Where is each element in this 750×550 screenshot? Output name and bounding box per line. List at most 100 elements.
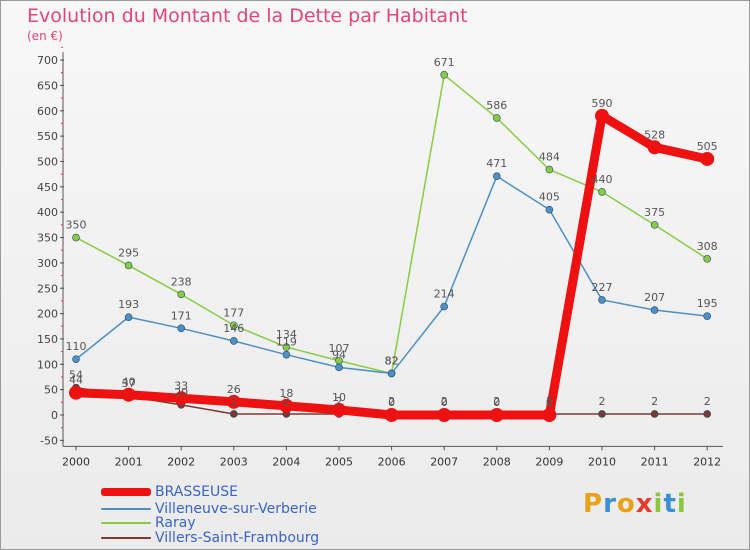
legend-label: BRASSEUSE xyxy=(155,484,238,500)
data-point xyxy=(650,306,659,314)
legend-item-villeneuve-sur-verberie: Villeneuve-sur-Verberie xyxy=(101,501,317,517)
logo-letter: r xyxy=(603,489,617,519)
data-label: 134 xyxy=(276,328,297,341)
data-point xyxy=(282,343,291,351)
data-label: 0 xyxy=(388,396,395,409)
x-tick-label: 2009 xyxy=(535,455,563,468)
logo-letter: i xyxy=(676,489,687,519)
x-tick-label: 2000 xyxy=(62,455,90,468)
legend-swatch xyxy=(101,537,151,539)
data-label: 2 xyxy=(704,395,711,408)
legend-label: Raray xyxy=(155,515,196,531)
data-label: 2 xyxy=(230,395,237,408)
data-label: 94 xyxy=(332,348,346,361)
x-tick-label: 2012 xyxy=(693,455,721,468)
data-point xyxy=(226,394,241,409)
data-label: 350 xyxy=(66,219,87,232)
data-label: 20 xyxy=(174,386,188,399)
y-tick-label: 350 xyxy=(37,232,58,245)
y-tick-label: 500 xyxy=(37,156,58,169)
data-label: 2 xyxy=(336,395,343,408)
data-point xyxy=(595,108,609,123)
x-tick-label: 2007 xyxy=(430,455,458,468)
data-point xyxy=(335,363,343,372)
data-label: 484 xyxy=(539,151,560,164)
data-point xyxy=(121,387,136,402)
data-point xyxy=(282,350,291,359)
y-tick-label: 50 xyxy=(44,384,58,397)
logo-letter: i xyxy=(653,489,664,519)
data-label: 18 xyxy=(279,387,293,400)
legend-item-raray: Raray xyxy=(101,515,196,531)
legend-item-brasseuse: BRASSEUSE xyxy=(101,484,238,500)
y-tick-label: 700 xyxy=(37,54,58,67)
y-tick-label: 650 xyxy=(37,79,58,92)
data-label: 238 xyxy=(171,275,192,288)
y-tick-label: 400 xyxy=(37,206,58,219)
data-point xyxy=(700,151,715,166)
data-label: 195 xyxy=(697,297,718,310)
data-label: 440 xyxy=(592,173,613,186)
data-label: 227 xyxy=(592,281,613,294)
x-tick-label: 2005 xyxy=(325,455,353,468)
data-label: 671 xyxy=(434,56,455,69)
data-label: 2 xyxy=(493,395,500,408)
legend-swatch xyxy=(101,488,151,496)
data-label: 54 xyxy=(69,369,83,382)
data-label: 146 xyxy=(223,322,244,335)
data-label: 0 xyxy=(546,396,553,409)
data-label: 2 xyxy=(651,395,658,408)
data-label: 177 xyxy=(223,306,244,319)
data-label: 528 xyxy=(644,128,665,141)
data-label: 82 xyxy=(385,354,399,367)
x-tick-label: 2010 xyxy=(588,455,616,468)
data-point xyxy=(230,337,238,345)
data-point xyxy=(545,165,554,174)
data-point xyxy=(387,369,396,378)
logo-letter: P xyxy=(583,489,604,519)
y-tick-label: -50 xyxy=(40,434,58,447)
y-tick-label: 200 xyxy=(37,308,58,321)
data-point xyxy=(440,71,449,79)
y-tick-label: 550 xyxy=(37,130,58,143)
data-point xyxy=(69,385,83,400)
logo-letter: t xyxy=(663,489,677,519)
data-point xyxy=(124,261,133,270)
data-label: 44 xyxy=(69,374,83,387)
data-point xyxy=(647,140,662,155)
data-label: 107 xyxy=(329,342,350,355)
data-label: 10 xyxy=(332,391,346,404)
data-point xyxy=(703,255,712,263)
data-label: 119 xyxy=(276,336,297,349)
y-tick-label: 150 xyxy=(37,333,58,346)
y-tick-label: 250 xyxy=(37,282,58,295)
data-label: 586 xyxy=(486,99,507,112)
data-point xyxy=(279,398,294,413)
logo-letter: o xyxy=(616,489,636,519)
y-tick-label: 100 xyxy=(37,358,58,371)
data-label: 0 xyxy=(441,396,448,409)
data-point xyxy=(542,408,557,422)
data-point xyxy=(650,410,659,418)
data-label: 308 xyxy=(697,240,718,253)
data-label: 2 xyxy=(546,395,553,408)
data-label: 590 xyxy=(592,97,613,110)
data-point xyxy=(650,221,659,229)
legend-label: Villers-Saint-Frambourg xyxy=(155,530,320,546)
data-label: 33 xyxy=(174,379,188,392)
data-label: 2 xyxy=(599,395,606,408)
data-point xyxy=(124,313,133,321)
data-point xyxy=(489,408,504,422)
legend-swatch xyxy=(101,508,151,510)
data-point xyxy=(492,172,501,181)
data-point xyxy=(72,355,80,364)
x-tick-label: 2008 xyxy=(483,455,511,468)
data-point xyxy=(703,410,712,418)
chart-title: Evolution du Montant de la Dette par Hab… xyxy=(27,5,468,27)
data-point xyxy=(177,290,185,299)
data-label: 0 xyxy=(493,396,500,409)
data-point xyxy=(230,321,238,330)
data-label: 37 xyxy=(122,377,136,390)
data-point xyxy=(492,114,501,122)
